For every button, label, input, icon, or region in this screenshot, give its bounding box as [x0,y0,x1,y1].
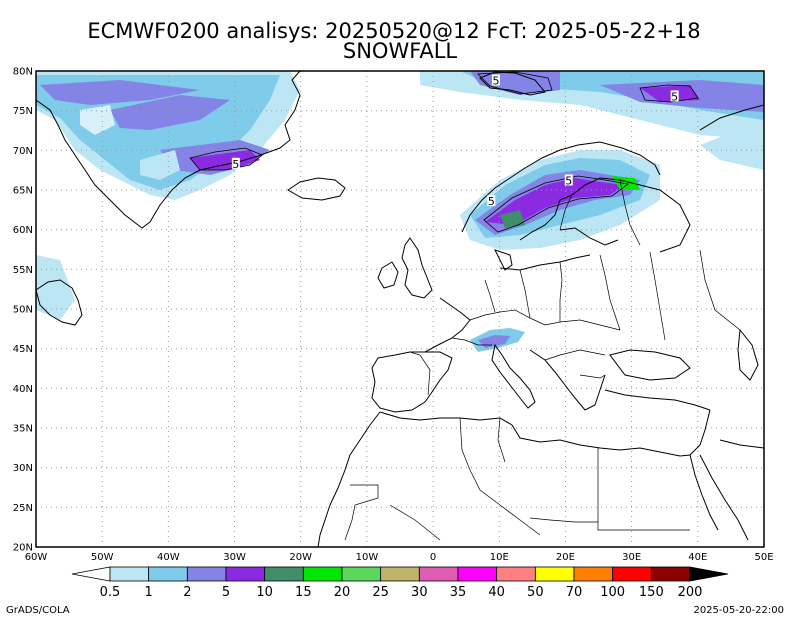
colorbar-segment [186,566,227,582]
contour-label-bg [487,195,496,207]
plot-area: 5 5 5 5 5 [36,71,764,547]
colorbar-label: 25 [372,585,389,600]
lat-tick-label: 25N [13,503,33,514]
plot-frame [35,70,765,548]
country-borders [344,179,741,541]
colorbar-segment [225,566,266,582]
lon-tick-label: 10W [356,552,379,563]
snowfall-contours [189,71,699,233]
colorbar-segment [418,566,459,582]
colorbar-label: 70 [566,585,583,600]
lon-tick-label: 40W [157,552,180,563]
footer-right: 2025-05-20-22:00 [693,605,784,616]
colorbar: 0.5 1 2 5 10 15 20 25 30 35 40 50 70 100 150 200 [71,566,729,600]
contour-label-bg [670,90,679,102]
colorbar-label: 40 [488,585,505,600]
colorbar-segment [148,566,188,582]
contour-label-bg [231,157,240,169]
colorbar-segment [380,566,420,582]
colorbar-label: 5 [222,585,230,600]
contour-label-bg [564,174,573,186]
lon-tick-label: 30E [622,552,641,563]
colorbar-segment [496,566,536,582]
colorbar-segment [650,566,691,582]
colorbar-label: 150 [639,585,664,600]
colorbar-label: 0.5 [100,585,121,600]
lat-tick-label: 70N [13,146,33,157]
contour-label: 5 [232,158,239,171]
lat-tick-label: 75N [13,106,33,117]
colorbar-segment [341,566,382,582]
lon-tick-label: 20W [289,552,312,563]
lat-tick-label: 40N [13,384,33,395]
map-title: ECMWF0200 analisys: 20250520@12 FcT: 202… [87,19,700,43]
lat-tick-label: 55N [13,265,33,276]
colorbar-label: 200 [678,585,703,600]
lon-tick-label: 0 [430,552,436,563]
lon-tick-label: 50W [91,552,114,563]
lon-tick-label: 40E [688,552,707,563]
lat-tick-label: 20N [13,543,33,554]
lon-tick-label: 30W [223,552,246,563]
footer-left: GrADS/COLA [6,605,70,616]
latitude-tick-labels: 80N 75N 70N 65N 60N 55N 50N 45N 40N 35N 30N 25N 20N [13,67,33,554]
colorbar-segment [457,566,498,582]
lat-tick-label: 45N [13,344,33,355]
lat-tick-label: 30N [13,463,33,474]
map-subtitle: SNOWFALL [343,39,458,63]
colorbar-label: 1 [145,585,153,600]
colorbar-label: 15 [295,585,312,600]
lat-tick-label: 35N [13,424,33,435]
contour-label: 5 [565,174,572,187]
colorbar-label: 30 [411,585,428,600]
lon-tick-label: 50E [754,552,773,563]
contour-labels: 5 5 5 5 5 [231,74,679,208]
lat-tick-label: 50N [13,305,33,316]
lon-tick-label: 10E [490,552,509,563]
colorbar-segment [534,566,575,582]
colorbar-segment [689,566,729,582]
colorbar-label: 100 [600,585,625,600]
colorbar-segment [109,566,150,582]
colorbar-label: 10 [256,585,273,600]
colorbar-label: 35 [450,585,467,600]
lon-tick-label: 60W [25,552,48,563]
contour-label: 5 [492,75,499,88]
lon-tick-label: 20E [556,552,575,563]
colorbar-segment [302,566,343,582]
lat-tick-label: 60N [13,225,33,236]
colorbar-label: 2 [183,585,191,600]
colorbar-label: 20 [334,585,351,600]
colorbar-segment [573,566,614,582]
colorbar-label: 50 [527,585,544,600]
contour-label: 5 [488,195,495,208]
colorbar-segment [612,566,652,582]
longitude-tick-labels: 60W 50W 40W 30W 20W 10W 0 10E 20E 30E 40E 50E [25,552,774,563]
lat-tick-label: 65N [13,186,33,197]
contour-label-bg [491,74,500,86]
contour-label: 5 [671,90,678,103]
colorbar-segment [264,566,304,582]
lat-tick-label: 80N [13,67,33,78]
colorbar-segment [71,566,111,582]
